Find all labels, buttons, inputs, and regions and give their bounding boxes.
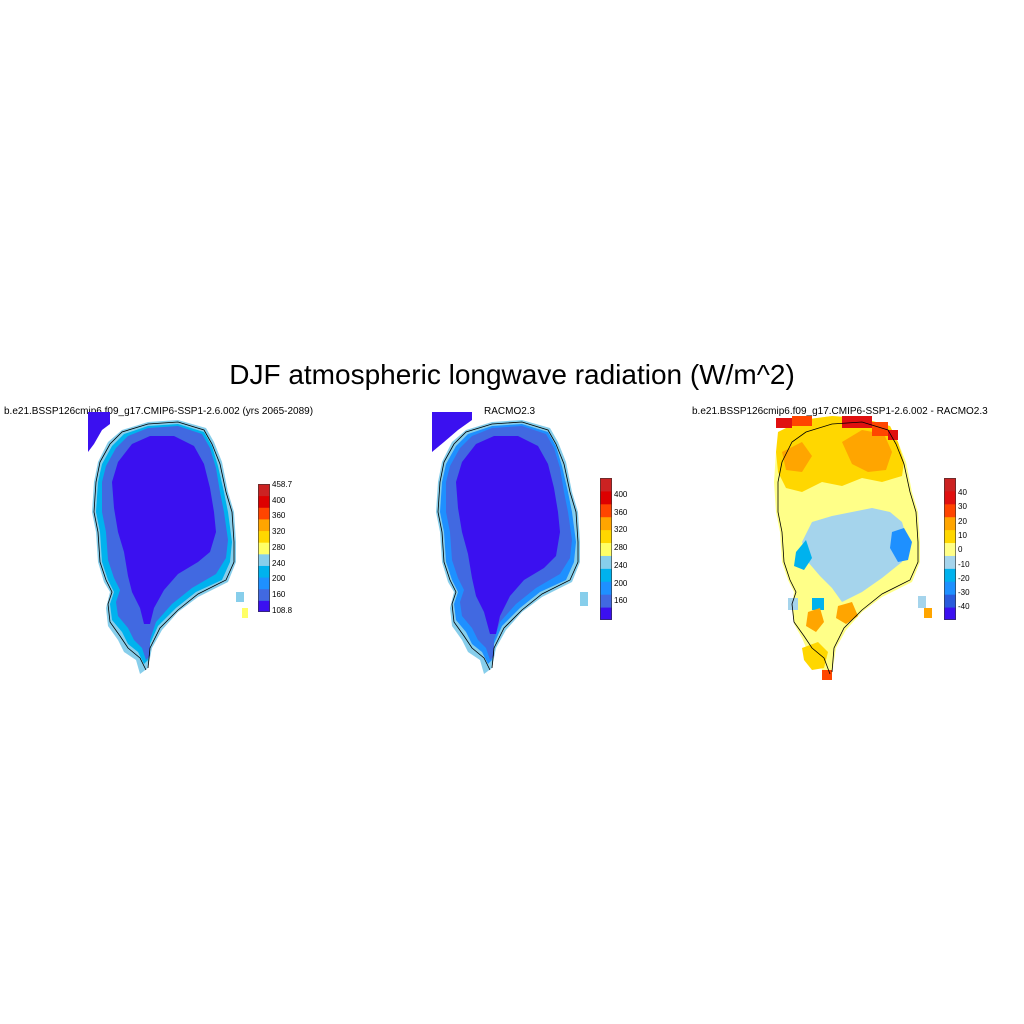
colorbar-tick-label: 280 (272, 542, 286, 552)
colorbar-border (944, 478, 956, 620)
colorbar-swatch (600, 555, 612, 569)
panel-2-title: RACMO2.3 (484, 406, 536, 417)
colorbar-swatch (600, 594, 612, 608)
colorbar-swatch (258, 565, 270, 578)
panel-2-greenland-map (432, 412, 588, 674)
colorbar-swatch (600, 581, 612, 595)
colorbar-tick-label: 200 (272, 574, 286, 584)
colorbar-swatch (258, 553, 270, 566)
colorbar-swatch (258, 518, 270, 532)
colorbar-tick-label: 40 (958, 488, 967, 497)
colorbar-tick-label: 320 (614, 525, 628, 535)
colorbar-tick-label: 200 (614, 578, 628, 588)
colorbar-tick-label: 240 (614, 560, 628, 570)
colorbar-swatch (944, 490, 956, 505)
colorbar-swatch (258, 495, 270, 508)
colorbar-swatch (258, 530, 270, 543)
colorbar-tick-label: 400 (272, 495, 286, 505)
colorbar-swatch (944, 529, 956, 544)
colorbar-tick-label: 160 (272, 590, 286, 600)
colorbar-swatch (944, 503, 956, 518)
colorbar-swatch (600, 568, 612, 582)
panel-3-title: b.e21.BSSP126cmip6.f09_g17.CMIP6-SSP1-2.… (692, 406, 988, 417)
colorbar-swatch (600, 490, 612, 505)
panel-1-title: b.e21.BSSP126cmip6.f09_g17.CMIP6-SSP1-2.… (4, 406, 314, 417)
colorbar-swatch (944, 478, 956, 492)
colorbar-tick-label: -10 (958, 559, 970, 569)
colorbar-swatch (600, 478, 612, 492)
colorbar-swatch (944, 594, 956, 608)
colorbar-tick-label: 240 (272, 558, 286, 568)
colorbar-swatch (944, 555, 956, 569)
colorbar-tick-label: 108.8 (272, 605, 293, 615)
colorbar-tick-label: 30 (958, 502, 967, 512)
colorbar-tick-label: 0 (958, 545, 963, 555)
colorbar-swatch (600, 542, 612, 556)
colorbar-swatch (944, 516, 956, 531)
panel-2-colorbar (600, 478, 612, 620)
colorbar-swatch (600, 529, 612, 544)
colorbar-swatch (258, 507, 270, 520)
colorbar-swatch (258, 577, 270, 590)
panel-1-greenland-map (88, 412, 248, 674)
colorbar-tick-label: 160 (614, 596, 628, 606)
colorbar-swatch (258, 600, 270, 612)
colorbar-swatch (944, 581, 956, 595)
colorbar-border (258, 484, 270, 612)
colorbar-swatch (600, 607, 612, 620)
colorbar-swatch (944, 542, 956, 556)
colorbar-swatch (600, 503, 612, 518)
colorbar-tick-label: -40 (958, 602, 970, 612)
figure-title: DJF atmospheric longwave radiation (W/m^… (229, 359, 795, 390)
colorbar-swatch (258, 484, 270, 497)
panel-1-colorbar (258, 484, 270, 612)
colorbar-tick-label: 400 (614, 490, 628, 499)
colorbar-border (600, 478, 612, 620)
colorbar-tick-label: 360 (272, 511, 286, 521)
colorbar-tick-label: -20 (958, 573, 970, 583)
colorbar-tick-label: 320 (272, 527, 286, 537)
colorbar-swatch (944, 568, 956, 582)
colorbar-tick-label: 10 (958, 530, 967, 540)
colorbar-tick-label: 458.7 (272, 480, 293, 489)
panel-3-greenland-map (774, 416, 932, 680)
colorbar-swatch (944, 607, 956, 620)
colorbar-tick-label: 20 (958, 516, 967, 526)
colorbar-swatch (600, 516, 612, 531)
colorbar-tick-label: 360 (614, 507, 628, 517)
colorbar-tick-label: -30 (958, 588, 970, 598)
colorbar-tick-label: 280 (614, 543, 628, 553)
colorbar-swatch (258, 542, 270, 555)
panel-3-colorbar (944, 478, 956, 620)
colorbar-swatch (258, 588, 270, 601)
